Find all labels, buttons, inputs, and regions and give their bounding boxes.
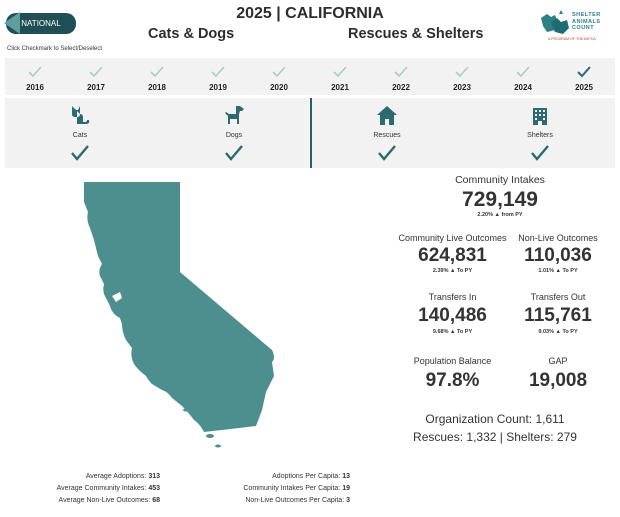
year-label: 2021 xyxy=(331,83,349,92)
community-intakes-label: Community Intakes xyxy=(455,174,545,186)
year-toggle-2019[interactable]: 2019 xyxy=(188,58,248,95)
year-toggle-2021[interactable]: 2021 xyxy=(310,58,370,95)
house-icon xyxy=(377,106,397,125)
year-toggle-2016[interactable]: 2016 xyxy=(5,58,65,95)
live-outcomes-value: 624,831 xyxy=(418,245,487,266)
year-label: 2024 xyxy=(514,83,532,92)
transfers-in-label: Transfers In xyxy=(428,292,477,302)
non-live-outcomes-label: Non-Live Outcomes xyxy=(518,233,598,243)
category-toggle-rescues[interactable]: Rescues xyxy=(357,98,417,168)
year-toggle-2024[interactable]: 2024 xyxy=(493,58,553,95)
back-arrow-icon[interactable] xyxy=(4,12,20,34)
category-toggle-cats[interactable]: Cats xyxy=(50,98,110,168)
category-label-cats: Cats xyxy=(72,132,88,139)
checkmark-icon[interactable] xyxy=(149,64,165,80)
organization-breakdown: Rescues: 1,332 | Shelters: 279 xyxy=(413,430,577,444)
category-label-rescues: Rescues xyxy=(373,132,401,139)
year-toggle-2025[interactable]: 2025 xyxy=(554,58,614,95)
transfers-in-change: 9.68% ▲ To PY xyxy=(432,329,473,335)
gap-label: GAP xyxy=(548,356,568,366)
checkmark-icon[interactable] xyxy=(271,64,287,80)
year-toggle-2023[interactable]: 2023 xyxy=(432,58,492,95)
organization-count: Organization Count: 1,611 xyxy=(425,412,565,426)
live-outcomes-change: 2.39% ▲ To PY xyxy=(432,268,473,274)
national-button[interactable]: NATIONAL xyxy=(6,13,76,34)
category-toggle-dogs[interactable]: Dogs xyxy=(204,98,264,168)
year-label: 2018 xyxy=(148,83,166,92)
average-non-live-outcomes: Average Non-Live Outcomes: 68 xyxy=(58,497,160,504)
year-toggle-2018[interactable]: 2018 xyxy=(127,58,187,95)
page-title: 2025 | CALIFORNIA xyxy=(236,5,384,22)
year-label: 2020 xyxy=(270,83,288,92)
checkmark-icon[interactable] xyxy=(88,64,104,80)
non-live-outcomes-change: 1.01% ▲ To PY xyxy=(538,268,578,274)
year-label: 2016 xyxy=(26,83,44,92)
adoptions-per-capita: Adoptions Per Capita: 13 xyxy=(272,473,350,480)
checkmark-icon[interactable] xyxy=(576,64,592,80)
checkmark-icon[interactable] xyxy=(377,144,397,162)
non-live-outcomes-per-capita: Non-Live Outcomes Per Capita: 3 xyxy=(245,497,350,504)
transfers-in-value: 140,486 xyxy=(418,305,487,326)
checkmark-icon[interactable] xyxy=(530,144,550,162)
live-outcomes-label: Community Live Outcomes xyxy=(398,233,507,243)
category-toggle-shelters[interactable]: Shelters xyxy=(510,98,570,168)
year-label: 2019 xyxy=(209,83,227,92)
transfers-out-change: 9.03% ▲ To PY xyxy=(538,329,578,335)
year-label: 2017 xyxy=(87,83,105,92)
year-selector: 2016 2017 2018 2019 2020 2021 2022 2023 … xyxy=(5,58,615,95)
community-intakes-change: 2.20% ▲ from PY xyxy=(477,212,523,218)
checkmark-icon[interactable] xyxy=(70,144,90,162)
transfers-out-label: Transfers Out xyxy=(530,292,586,302)
checkmark-icon[interactable] xyxy=(393,64,409,80)
year-label: 2023 xyxy=(453,83,471,92)
year-toggle-2020[interactable]: 2020 xyxy=(249,58,309,95)
category-label-shelters: Shelters xyxy=(527,132,553,139)
category-label-dogs: Dogs xyxy=(225,132,243,139)
cat-icon xyxy=(72,106,90,124)
checkmark-icon[interactable] xyxy=(224,144,244,162)
california-map[interactable] xyxy=(72,180,292,460)
shelter-animals-count-logo xyxy=(541,10,569,34)
population-balance-value: 97.8% xyxy=(425,370,480,391)
dog-icon xyxy=(225,106,244,124)
year-label: 2022 xyxy=(392,83,410,92)
year-toggle-2017[interactable]: 2017 xyxy=(66,58,126,95)
community-intakes-value: 729,149 xyxy=(462,188,538,211)
checkmark-icon[interactable] xyxy=(27,64,43,80)
average-community-intakes: Average Community Intakes: 453 xyxy=(56,485,160,492)
building-icon xyxy=(533,108,547,125)
logo-tagline: A PROGRAM OF THE ASPCA xyxy=(548,37,596,41)
checkmark-icon[interactable] xyxy=(515,64,531,80)
gap-value: 19,008 xyxy=(528,370,588,391)
transfers-out-value: 115,761 xyxy=(524,305,592,326)
year-toggle-2022[interactable]: 2022 xyxy=(371,58,431,95)
checkmark-icon[interactable] xyxy=(210,64,226,80)
subtitle-rescues-shelters: Rescues & Shelters xyxy=(348,26,484,42)
year-label: 2025 xyxy=(575,83,593,92)
category-divider xyxy=(310,98,312,168)
checkmark-icon[interactable] xyxy=(454,64,470,80)
logo-text: SHELTER ANIMALS COUNT xyxy=(572,12,601,31)
checkmark-icon[interactable] xyxy=(332,64,348,80)
subtitle-cats-dogs: Cats & Dogs xyxy=(148,26,235,42)
average-adoptions: Average Adoptions: 313 xyxy=(85,473,160,480)
intakes-per-capita: Community Intakes Per Capita: 19 xyxy=(243,485,350,492)
national-label: NATIONAL xyxy=(21,19,61,28)
instruction-text: Click Checkmark to Select/Deselect xyxy=(7,46,103,52)
population-balance-label: Population Balance xyxy=(413,356,492,366)
non-live-outcomes-value: 110,036 xyxy=(524,245,592,266)
